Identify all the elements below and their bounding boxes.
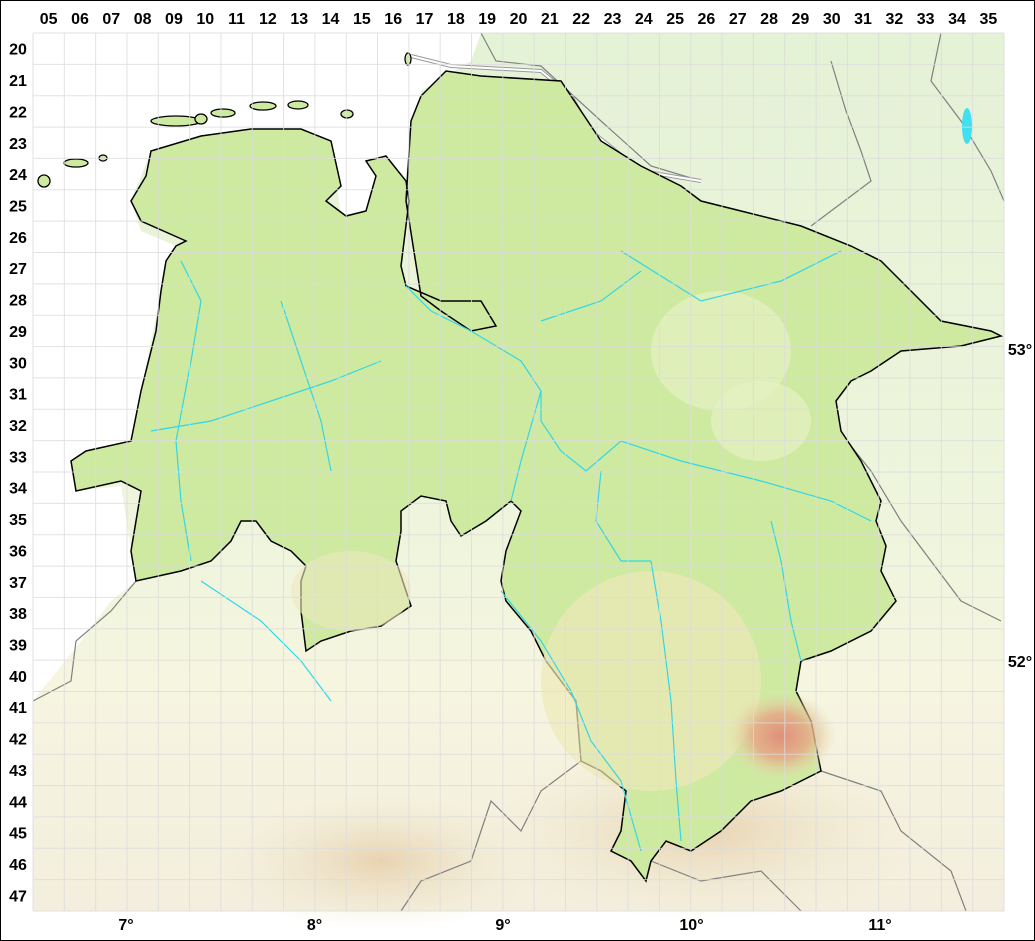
heath-area bbox=[711, 381, 811, 461]
grid-column-label: 25 bbox=[666, 11, 684, 28]
grid-row-label: 42 bbox=[9, 732, 27, 749]
lake bbox=[962, 108, 972, 144]
longitude-label: 8° bbox=[307, 917, 322, 934]
grid-row-label: 24 bbox=[9, 167, 27, 184]
grid-row-label: 40 bbox=[9, 669, 27, 686]
grid-column-label: 13 bbox=[290, 11, 308, 28]
grid-column-label: 20 bbox=[510, 11, 528, 28]
grid-column-label: 12 bbox=[259, 11, 277, 28]
grid-row-label: 27 bbox=[9, 261, 27, 278]
longitude-label: 7° bbox=[118, 917, 133, 934]
latitude-label: 52° bbox=[1008, 654, 1032, 671]
grid-column-label: 18 bbox=[447, 11, 465, 28]
grid-column-label: 32 bbox=[885, 11, 903, 28]
longitude-label: 9° bbox=[495, 917, 510, 934]
grid-column-label: 26 bbox=[698, 11, 716, 28]
grid-row-label: 26 bbox=[9, 230, 27, 247]
grid-column-label: 14 bbox=[322, 11, 340, 28]
grid-column-label: 33 bbox=[917, 11, 935, 28]
grid-column-label: 28 bbox=[760, 11, 778, 28]
grid-row-label: 22 bbox=[9, 104, 27, 121]
grid-column-label: 07 bbox=[102, 11, 120, 28]
harz-mountains bbox=[726, 691, 836, 781]
grid-column-label: 35 bbox=[979, 11, 997, 28]
grid-row-label: 44 bbox=[9, 794, 27, 811]
grid-column-label: 11 bbox=[228, 11, 245, 28]
grid-row-label: 39 bbox=[9, 637, 27, 654]
grid-column-label: 30 bbox=[823, 11, 841, 28]
grid-column-label: 09 bbox=[165, 11, 183, 28]
grid-row-label: 46 bbox=[9, 857, 27, 874]
grid-row-label: 30 bbox=[9, 355, 27, 372]
grid-row-label: 37 bbox=[9, 575, 27, 592]
grid-column-label: 27 bbox=[729, 11, 747, 28]
longitude-label: 10° bbox=[679, 917, 703, 934]
grid-column-label: 19 bbox=[478, 11, 496, 28]
grid-row-label: 35 bbox=[9, 512, 27, 529]
grid-column-label: 08 bbox=[134, 11, 152, 28]
grid-lines bbox=[32, 32, 1005, 912]
grid-row-label: 47 bbox=[9, 888, 27, 905]
upland-area bbox=[541, 571, 761, 791]
grid-row-label: 31 bbox=[9, 387, 27, 404]
grid-row-label: 36 bbox=[9, 543, 27, 560]
grid-column-label: 10 bbox=[196, 11, 214, 28]
grid-row-label: 20 bbox=[9, 42, 27, 59]
latitude-label: 53° bbox=[1008, 342, 1032, 359]
grid-row-label: 25 bbox=[9, 198, 27, 215]
east-frisian-islands bbox=[37, 52, 412, 188]
grid-row-label: 34 bbox=[9, 481, 27, 498]
grid-column-label: 15 bbox=[353, 11, 371, 28]
grid-column-label: 34 bbox=[948, 11, 966, 28]
heath-area bbox=[651, 291, 791, 411]
grid-row-label: 41 bbox=[9, 700, 27, 717]
grid-column-label: 31 bbox=[854, 11, 872, 28]
grid-row-label: 33 bbox=[9, 449, 27, 466]
grid-row-label: 29 bbox=[9, 324, 27, 341]
grid-column-label: 24 bbox=[635, 11, 653, 28]
grid-column-label: 21 bbox=[541, 11, 559, 28]
lower-saxony-region[interactable] bbox=[70, 70, 1004, 883]
grid-row-label: 21 bbox=[9, 73, 27, 90]
grid-column-label: 17 bbox=[416, 11, 434, 28]
highland-south bbox=[221, 791, 541, 931]
grid-column-label: 16 bbox=[384, 11, 402, 28]
grid-column-label: 23 bbox=[604, 11, 622, 28]
upland-area bbox=[291, 551, 411, 631]
grid-column-label: 05 bbox=[40, 11, 58, 28]
grid-column-label: 29 bbox=[792, 11, 810, 28]
rivers bbox=[150, 250, 872, 852]
grid-row-label: 28 bbox=[9, 293, 27, 310]
grid-row-label: 45 bbox=[9, 826, 27, 843]
grid-row-label: 43 bbox=[9, 763, 27, 780]
grid-row-label: 23 bbox=[9, 136, 27, 153]
grid-column-label: 06 bbox=[71, 11, 89, 28]
grid-row-label: 32 bbox=[9, 418, 27, 435]
grid-column-label: 22 bbox=[572, 11, 590, 28]
longitude-label: 11° bbox=[868, 917, 891, 934]
grid-row-label: 38 bbox=[9, 606, 27, 623]
